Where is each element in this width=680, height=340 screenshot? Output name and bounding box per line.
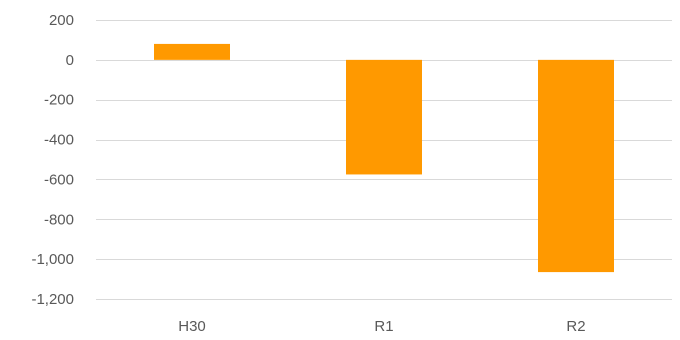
y-tick-label: 200 bbox=[49, 12, 74, 29]
bars bbox=[154, 43, 614, 273]
y-axis-tick-labels: 200 0 -200 -400 -600 -800 -1,000 -1,200 bbox=[31, 12, 74, 308]
x-tick-label: R2 bbox=[566, 318, 585, 335]
y-tick-label: -1,000 bbox=[31, 251, 74, 268]
y-tick-label: -1,200 bbox=[31, 291, 74, 308]
x-tick-label: H30 bbox=[178, 318, 206, 335]
bar-r1 bbox=[346, 59, 422, 175]
y-tick-label: -600 bbox=[44, 171, 74, 188]
bar-h30 bbox=[154, 43, 230, 60]
y-tick-label: -200 bbox=[44, 92, 74, 109]
x-tick-label: R1 bbox=[374, 318, 393, 335]
y-tick-label: -400 bbox=[44, 132, 74, 149]
y-tick-label: 0 bbox=[66, 52, 74, 69]
bar-r2 bbox=[538, 59, 614, 273]
y-tick-label: -800 bbox=[44, 211, 74, 228]
x-axis-tick-labels: H30 R1 R2 bbox=[178, 318, 585, 335]
